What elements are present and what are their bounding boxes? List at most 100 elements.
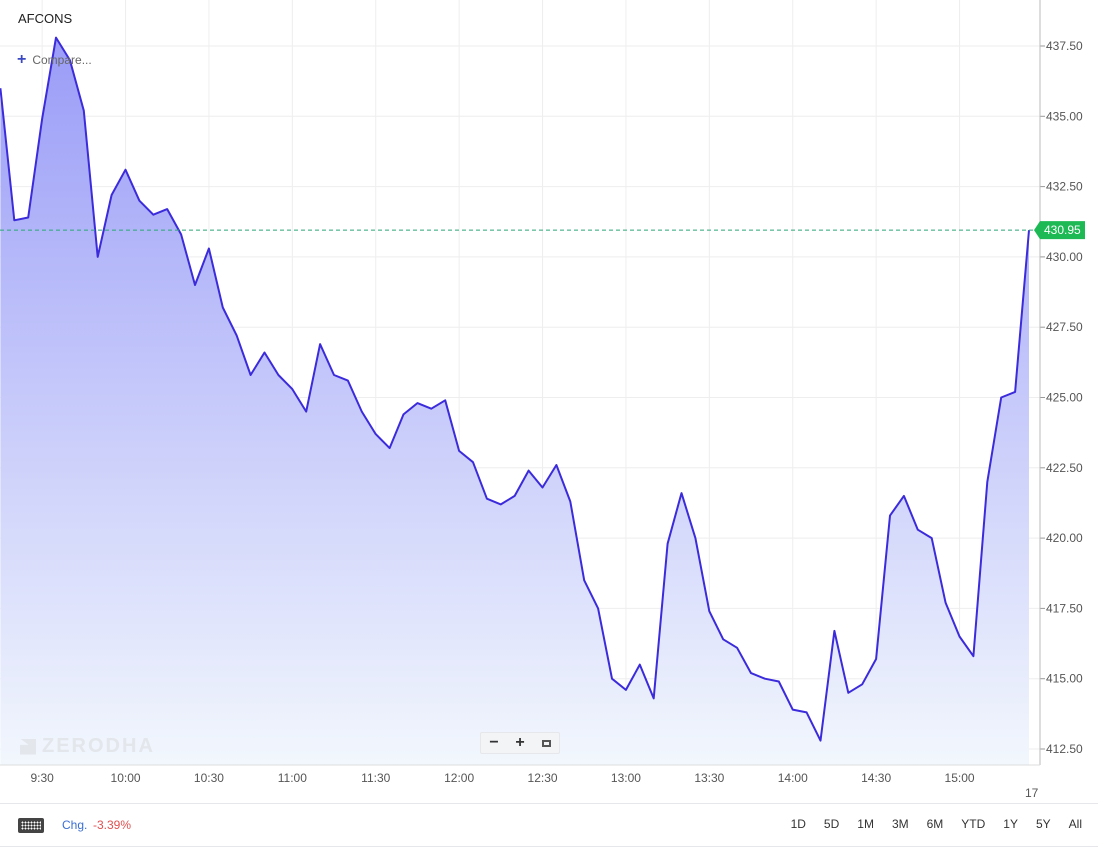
price-point[interactable] — [777, 680, 781, 684]
price-point[interactable] — [290, 387, 294, 391]
price-point[interactable] — [26, 216, 30, 220]
price-point[interactable] — [624, 688, 628, 692]
price-point[interactable] — [124, 168, 128, 172]
price-point[interactable] — [1013, 390, 1017, 394]
price-point[interactable] — [151, 213, 155, 217]
price-point[interactable] — [749, 671, 753, 675]
price-point[interactable] — [652, 696, 656, 700]
price-series-line[interactable] — [0, 36, 1030, 742]
price-point[interactable] — [568, 500, 572, 504]
price-point[interactable] — [165, 207, 169, 211]
price-point[interactable] — [763, 677, 767, 681]
price-point[interactable] — [82, 109, 86, 113]
price-point[interactable] — [40, 117, 44, 121]
price-point[interactable] — [12, 218, 16, 222]
zoom-controls: − + — [480, 732, 560, 754]
price-point[interactable] — [680, 491, 684, 495]
price-point[interactable] — [944, 601, 948, 605]
range-5y[interactable]: 5Y — [1035, 817, 1051, 831]
price-point[interactable] — [902, 494, 906, 498]
price-point[interactable] — [916, 528, 920, 532]
price-point[interactable] — [596, 606, 600, 610]
price-point[interactable] — [193, 283, 197, 287]
range-1d[interactable]: 1D — [790, 817, 806, 831]
range-3m[interactable]: 3M — [891, 817, 909, 831]
price-point[interactable] — [971, 654, 975, 658]
price-point[interactable] — [832, 629, 836, 633]
price-point[interactable] — [666, 542, 670, 546]
price-point[interactable] — [304, 410, 308, 414]
range-all[interactable]: All — [1068, 817, 1082, 831]
range-1m[interactable]: 1M — [857, 817, 874, 831]
price-point[interactable] — [554, 463, 558, 467]
price-point[interactable] — [860, 682, 864, 686]
x-tick-label: 15:00 — [945, 771, 975, 785]
price-point[interactable] — [235, 334, 239, 338]
range-5d[interactable]: 5D — [823, 817, 840, 831]
price-point[interactable] — [415, 401, 419, 405]
price-point[interactable] — [0, 86, 2, 90]
zoom-out-button[interactable]: − — [489, 734, 499, 751]
price-point[interactable] — [360, 410, 364, 414]
range-6m[interactable]: 6M — [926, 817, 944, 831]
chart-area[interactable]: 412.50 415.00 417.50 420.00 422.50 425.00 427.… — [0, 0, 1098, 803]
y-tick-label: 422.50 — [1046, 461, 1083, 475]
compare-button[interactable]: + Compare... — [17, 52, 92, 68]
y-tick-label: 415.00 — [1046, 672, 1083, 686]
price-point[interactable] — [638, 663, 642, 667]
price-point[interactable] — [610, 677, 614, 681]
price-point[interactable] — [179, 232, 183, 236]
price-point[interactable] — [457, 449, 461, 453]
price-point[interactable] — [318, 342, 322, 346]
price-point[interactable] — [207, 246, 211, 250]
price-point[interactable] — [346, 379, 350, 383]
watermark-text: ZERODHA — [42, 735, 155, 757]
price-point[interactable] — [471, 460, 475, 464]
symbol-title: AFCONS — [18, 11, 73, 26]
price-point[interactable] — [999, 396, 1003, 400]
price-point[interactable] — [263, 351, 267, 355]
x-tick-label: 14:00 — [778, 771, 808, 785]
price-point[interactable] — [874, 657, 878, 661]
price-point[interactable] — [276, 373, 280, 377]
price-point[interactable] — [96, 255, 100, 259]
y-tick-label: 435.00 — [1046, 109, 1083, 123]
price-point[interactable] — [958, 635, 962, 639]
price-point[interactable] — [485, 497, 489, 501]
price-point[interactable] — [402, 412, 406, 416]
price-point[interactable] — [388, 446, 392, 450]
price-point[interactable] — [249, 373, 253, 377]
price-point[interactable] — [707, 609, 711, 613]
price-point[interactable] — [221, 306, 225, 310]
x-tick-label: 11:00 — [278, 771, 307, 785]
price-point[interactable] — [888, 514, 892, 518]
fullscreen-button[interactable] — [533, 733, 559, 753]
price-point[interactable] — [332, 373, 336, 377]
price-point[interactable] — [513, 494, 517, 498]
price-point[interactable] — [137, 199, 141, 203]
price-point[interactable] — [54, 36, 58, 40]
price-point[interactable] — [429, 407, 433, 411]
x-tick-label: 13:00 — [611, 771, 641, 785]
price-point[interactable] — [985, 480, 989, 484]
price-point[interactable] — [693, 536, 697, 540]
price-point[interactable] — [846, 691, 850, 695]
price-point[interactable] — [805, 710, 809, 714]
price-point[interactable] — [721, 637, 725, 641]
price-point[interactable] — [374, 432, 378, 436]
price-point[interactable] — [110, 193, 114, 197]
price-point[interactable] — [499, 502, 503, 506]
price-point[interactable] — [791, 708, 795, 712]
keyboard-icon[interactable] — [18, 818, 44, 833]
range-ytd[interactable]: YTD — [961, 817, 986, 831]
price-point[interactable] — [582, 578, 586, 582]
price-chart[interactable]: 412.50 415.00 417.50 420.00 422.50 425.00 427.… — [0, 0, 1098, 803]
price-point[interactable] — [819, 739, 823, 743]
price-point[interactable] — [527, 469, 531, 473]
price-point[interactable] — [443, 398, 447, 402]
price-point[interactable] — [735, 646, 739, 650]
price-point[interactable] — [541, 485, 545, 489]
range-1y[interactable]: 1Y — [1003, 817, 1018, 831]
zoom-in-button[interactable]: + — [515, 734, 525, 751]
price-point[interactable] — [930, 536, 934, 540]
